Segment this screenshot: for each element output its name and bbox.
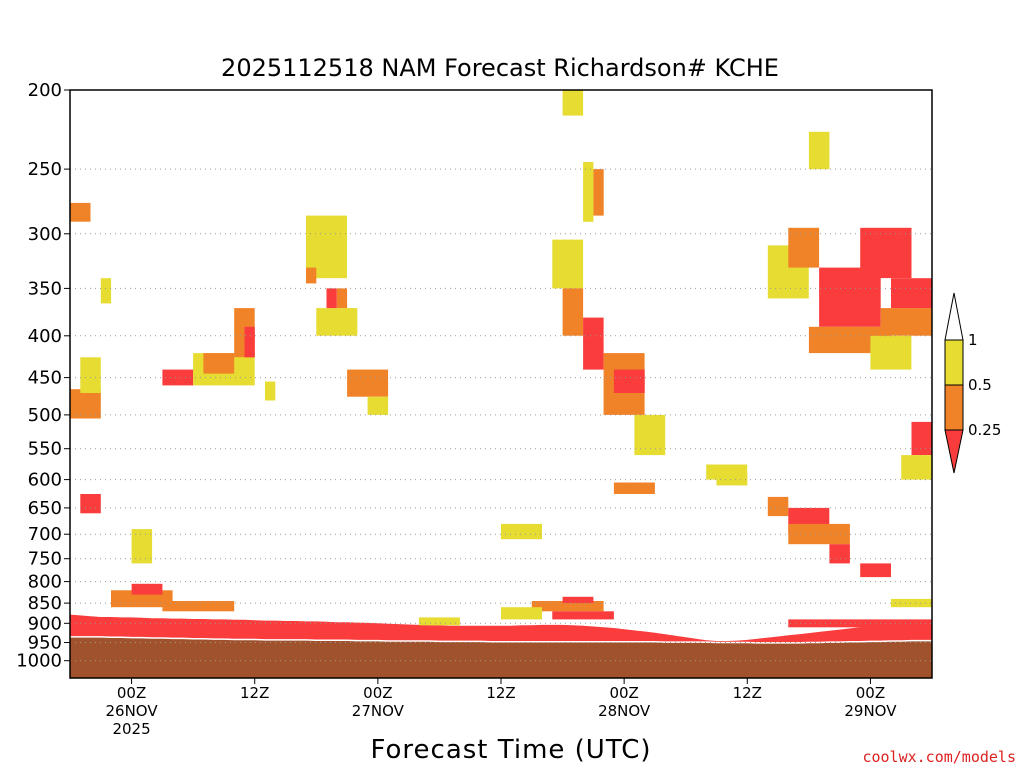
ytick-label-200: 200	[28, 80, 62, 101]
ytick-label-550: 550	[28, 439, 62, 460]
patch-13	[306, 267, 317, 284]
ytick-label-900: 900	[28, 613, 62, 634]
patch-8	[203, 353, 235, 374]
colorbar-label-0: 1	[968, 331, 978, 349]
ytick-label-450: 450	[28, 368, 62, 389]
patch-42	[901, 455, 932, 480]
patch-19	[552, 239, 584, 289]
plot-area	[70, 90, 932, 678]
patch-18	[367, 396, 389, 415]
patch-41	[911, 421, 932, 456]
colorbar-bin-1	[944, 339, 964, 386]
patch-49	[552, 611, 614, 620]
xtick-label-2-0: 00Z	[363, 684, 392, 702]
patch-17	[347, 369, 389, 397]
patch-16	[336, 288, 348, 309]
patch-57	[808, 131, 830, 170]
patch-50	[501, 607, 542, 620]
ytick-label-1000: 1000	[16, 651, 62, 672]
ytick-label-700: 700	[28, 524, 62, 545]
patch-29	[767, 496, 789, 517]
colorbar-bin-2	[944, 384, 964, 431]
patch-32	[829, 544, 850, 564]
xtick-label-6-0: 00Z	[856, 684, 885, 702]
xtick-label-0-2: 2025	[112, 720, 150, 738]
ytick-label-300: 300	[28, 224, 62, 245]
patch-3	[80, 494, 101, 514]
patch-53	[891, 598, 932, 608]
colorbar-label-1: 0.5	[968, 376, 992, 394]
ytick-label-800: 800	[28, 572, 62, 593]
chart-title: 2025112518 NAM Forecast Richardson# KCHE	[221, 54, 779, 82]
patch-10	[244, 326, 255, 358]
patch-54	[501, 523, 542, 540]
xtick-label-4-1: 28NOV	[598, 702, 651, 720]
patch-38	[891, 278, 932, 309]
patch-43	[860, 563, 891, 578]
ytick-label-500: 500	[28, 405, 62, 426]
xtick-label-5-0: 12Z	[733, 684, 762, 702]
patch-1	[70, 389, 101, 419]
x-axis-label: Forecast Time (UTC)	[370, 735, 651, 765]
credit-text: coolwx.com/models	[862, 748, 1016, 766]
patch-0	[70, 202, 91, 222]
xtick-label-2-1: 27NOV	[352, 702, 405, 720]
ytick-label-350: 350	[28, 278, 62, 299]
patch-11	[265, 381, 276, 401]
surface-line	[70, 636, 932, 644]
patch-40	[870, 335, 912, 370]
patch-55	[716, 473, 748, 486]
patch-46	[162, 601, 235, 612]
patch-45	[131, 583, 163, 595]
patch-56	[562, 90, 584, 116]
colorbar-bin-3	[944, 429, 964, 474]
xtick-label-4-0: 00Z	[609, 684, 638, 702]
patch-15	[326, 288, 337, 309]
ytick-label-600: 600	[28, 470, 62, 491]
xtick-label-0-0: 00Z	[117, 684, 146, 702]
xtick-label-0-1: 26NOV	[106, 702, 159, 720]
patch-21	[583, 162, 594, 222]
colorbar: 1 0.5 0.25	[944, 292, 1001, 474]
ytick-label-250: 250	[28, 159, 62, 180]
ytick-label-400: 400	[28, 326, 62, 347]
ytick-label-950: 950	[28, 633, 62, 654]
patch-5	[131, 529, 153, 564]
patch-51	[418, 617, 460, 626]
patch-6	[162, 369, 194, 386]
ytick-label-650: 650	[28, 498, 62, 519]
band-0	[70, 614, 932, 645]
y-axis: 200 250 300 350 400 450 500 550 600 650 700 7508008…	[16, 80, 70, 672]
ytick-label-850: 850	[28, 593, 62, 614]
patch-39	[880, 308, 932, 336]
patch-34	[788, 227, 820, 268]
patch-23	[593, 169, 604, 216]
patch-14	[316, 308, 358, 336]
colorbar-label-2: 0.25	[968, 421, 1001, 439]
xtick-label-1-0: 12Z	[240, 684, 269, 702]
colorbar-bin-0	[944, 292, 964, 341]
patch-22	[583, 317, 604, 370]
patch-4	[100, 278, 112, 304]
patch-20	[562, 288, 584, 336]
band-1	[70, 636, 932, 678]
patch-2	[80, 357, 101, 393]
ytick-label-750: 750	[28, 549, 62, 570]
xtick-label-3-0: 12Z	[486, 684, 515, 702]
patch-27	[613, 482, 655, 494]
patch-47	[531, 601, 604, 612]
patch-48	[562, 596, 594, 604]
xtick-label-6-1: 29NOV	[844, 702, 897, 720]
patch-31	[788, 523, 850, 545]
patch-25	[613, 369, 645, 393]
patch-37	[860, 227, 912, 279]
